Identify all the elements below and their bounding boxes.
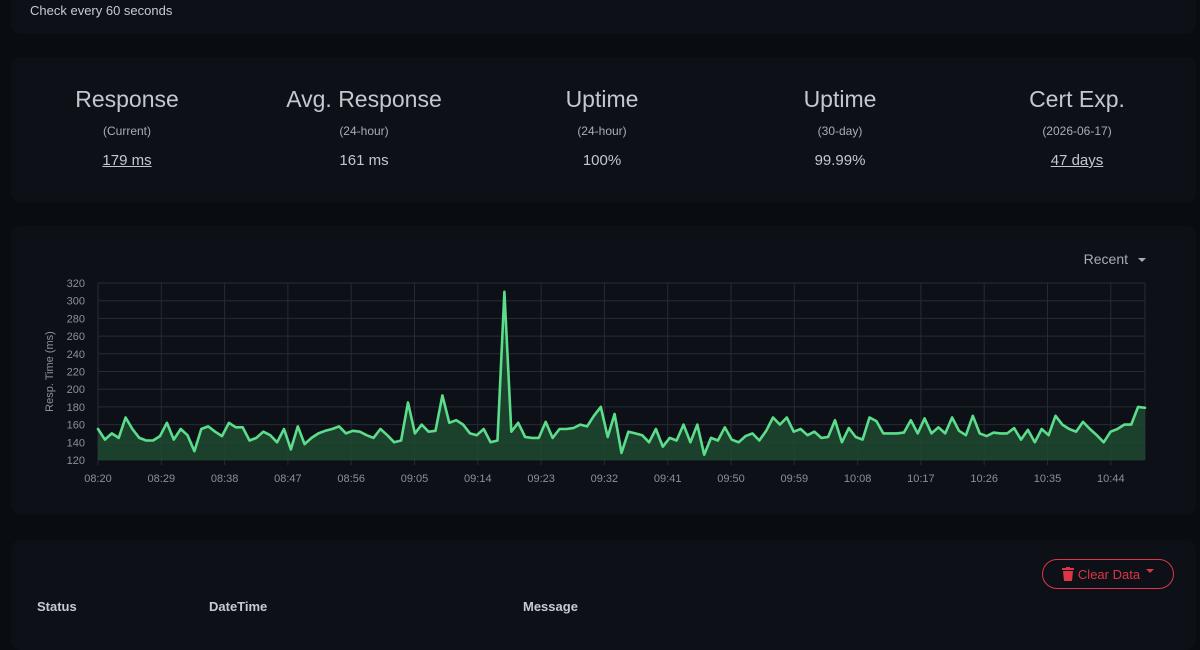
y-tick-label: 120 xyxy=(67,455,85,467)
column-header-status: Status xyxy=(37,599,77,614)
x-tick-label: 10:44 xyxy=(1097,473,1125,485)
column-header-datetime: DateTime xyxy=(209,599,268,614)
y-tick-label: 160 xyxy=(67,420,85,432)
y-tick-label: 180 xyxy=(67,402,85,414)
x-tick-label: 10:08 xyxy=(844,473,872,485)
y-tick-label: 220 xyxy=(67,367,85,379)
stat-value: 100% xyxy=(582,152,622,169)
stat-value: 99.99% xyxy=(814,152,866,169)
y-tick-label: 140 xyxy=(67,437,85,449)
stat-title: Uptime xyxy=(803,86,877,112)
x-tick-label: 10:17 xyxy=(907,473,935,485)
x-tick-label: 08:38 xyxy=(211,473,239,485)
y-tick-label: 320 xyxy=(67,278,85,290)
stat-title: Uptime xyxy=(565,86,639,112)
stats-card: Response (Current) 179 ms Avg. Response … xyxy=(11,57,1196,203)
period-dropdown[interactable]: Recent xyxy=(1084,251,1146,267)
check-interval-text: Check every 60 seconds xyxy=(30,3,173,18)
period-label: Recent xyxy=(1083,251,1128,267)
clear-data-label: Clear Data xyxy=(1077,566,1141,582)
y-tick-label: 240 xyxy=(67,349,85,361)
stat-value: 161 ms xyxy=(339,152,389,169)
x-tick-label: 09:32 xyxy=(591,473,619,485)
y-tick-label: 200 xyxy=(67,384,85,396)
caret-down-icon xyxy=(1138,258,1146,263)
x-tick-label: 10:35 xyxy=(1034,473,1062,485)
y-tick-label: 280 xyxy=(67,313,85,325)
stat-subtitle: (30-day) xyxy=(817,124,863,138)
stat-value-link[interactable]: 179 ms xyxy=(102,152,152,169)
stat-title: Cert Exp. xyxy=(1029,86,1125,112)
x-tick-label: 10:26 xyxy=(970,473,998,485)
x-tick-label: 09:14 xyxy=(464,473,492,485)
x-tick-label: 09:41 xyxy=(654,473,682,485)
stat-value-link[interactable]: 47 days xyxy=(1050,152,1104,169)
x-tick-label: 09:59 xyxy=(781,473,809,485)
response-area-fill xyxy=(98,291,1145,460)
stat-subtitle: (24-hour) xyxy=(339,124,389,138)
y-axis-label: Resp. Time (ms) xyxy=(44,331,56,412)
y-tick-label: 260 xyxy=(67,331,85,343)
stat-subtitle: (2026-06-17) xyxy=(1042,124,1112,138)
clear-data-button[interactable]: Clear Data xyxy=(1042,559,1174,589)
events-card: Clear Data Status DateTime Message xyxy=(11,540,1196,650)
response-time-line xyxy=(96,290,1147,456)
response-time-chart: 120 140 160 180 200 220 240 260 280 300 320 08:20 08… xyxy=(44,278,1147,485)
x-tick-label: 08:20 xyxy=(84,473,112,485)
stat-title: Response xyxy=(75,86,179,112)
x-tick-label: 09:05 xyxy=(401,473,429,485)
stat-title: Avg. Response xyxy=(286,86,442,112)
x-tick-label: 08:47 xyxy=(274,473,302,485)
monitor-info-card: Check every 60 seconds xyxy=(11,0,1196,34)
trash-icon xyxy=(1061,567,1074,581)
x-tick-label: 08:56 xyxy=(337,473,365,485)
x-tick-label: 09:50 xyxy=(717,473,745,485)
response-chart-card: Recent 120 140 160 180 200 220 240 260 280 300 320… xyxy=(11,226,1196,515)
x-tick-label: 09:23 xyxy=(527,473,555,485)
x-tick-label: 08:29 xyxy=(148,473,176,485)
stat-subtitle: (24-hour) xyxy=(577,124,627,138)
column-header-message: Message xyxy=(523,599,578,614)
caret-down-icon xyxy=(1146,569,1155,573)
y-tick-label: 300 xyxy=(67,296,85,308)
stat-subtitle: (Current) xyxy=(102,124,151,138)
